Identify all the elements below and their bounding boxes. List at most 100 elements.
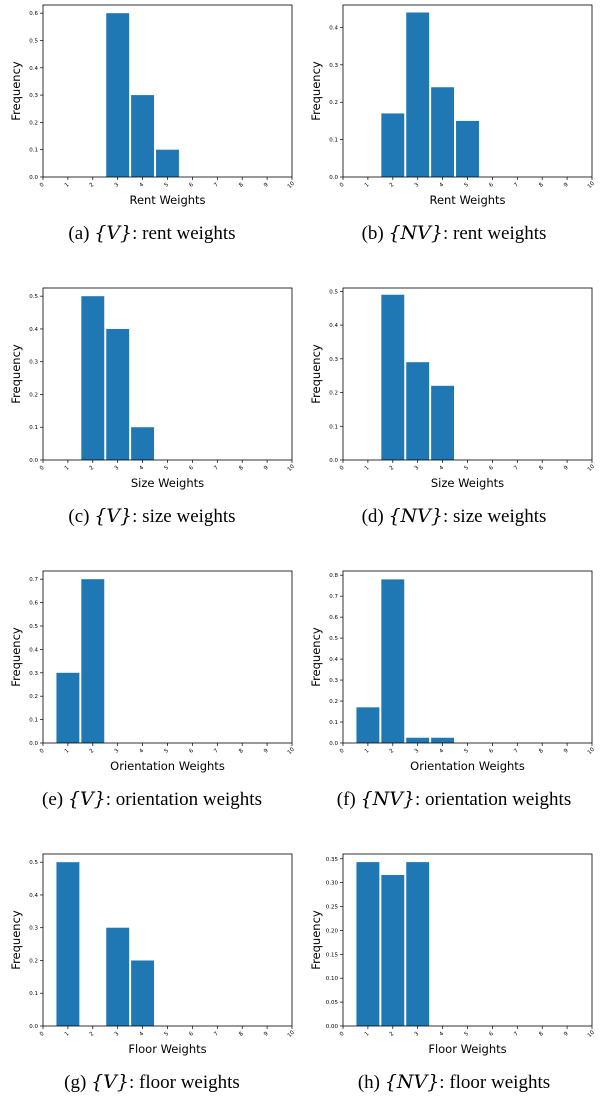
caption-b: (b) {NV}: rent weights [304, 222, 604, 245]
chart-f: 0.0 0.1 0.2 0.3 0.4 0.5 0.6 0.7 0.8 0 1 2 3 4 5 6 7 8 9 10 O… [309, 570, 596, 773]
y-axis-label: Frequency [9, 61, 23, 121]
caption-letter: (f) [336, 789, 356, 810]
panel-g: 0.0 0.1 0.2 0.3 0.4 0.5 0 1 2 3 4 5 6 7 8 9 10 Floor Weig… [0, 849, 305, 1099]
x-axis-label: Floor Weights [428, 1042, 506, 1056]
y-tick-label: 0.3 [29, 93, 38, 99]
panel-b: 0.0 0.1 0.2 0.3 0.4 0 1 2 3 4 5 6 7 8 9 10 Rent Weights F… [300, 0, 611, 250]
x-tick-label: 10 [287, 180, 297, 190]
x-tick-label: 6 [188, 748, 195, 755]
x-tick-label: 8 [238, 1031, 245, 1038]
caption-letter: (h) [357, 1072, 381, 1093]
x-tick-label: 4 [139, 465, 146, 472]
y-tick-label: 0.2 [29, 694, 38, 700]
y-tick-label: 0.1 [329, 138, 338, 144]
x-tick-label: 4 [139, 182, 146, 189]
x-tick-label: 9 [563, 1031, 570, 1038]
x-tick-label: 6 [488, 748, 495, 755]
bar [406, 12, 430, 178]
x-tick-label: 5 [163, 748, 170, 755]
x-tick-label: 1 [64, 182, 71, 189]
x-tick-label: 4 [139, 1031, 146, 1038]
plot-frame [342, 287, 593, 461]
y-tick-label: 0.5 [329, 636, 338, 642]
x-tick-label: 3 [414, 182, 421, 189]
x-tick-label: 0 [339, 182, 346, 189]
y-tick-label: 0.3 [29, 360, 38, 366]
caption-letter: (e) [42, 789, 64, 810]
y-tick-label: 0.2 [329, 100, 338, 106]
y-tick-label: 0.5 [29, 294, 38, 300]
x-axis-label: Size Weights [131, 476, 204, 490]
x-tick-label: 8 [538, 1031, 545, 1038]
x-tick-label: 0 [39, 182, 46, 189]
x-tick-label: 5 [163, 465, 170, 472]
caption-text: : floor weights [439, 1072, 551, 1093]
caption-letter: (c) [68, 506, 90, 527]
caption-text: : rent weights [132, 223, 236, 244]
x-tick-label: 8 [538, 748, 545, 755]
panel-h: 0.00 0.05 0.10 0.15 0.20 0.25 0.30 0.35 0 1 2 3 4 5 6 7… [300, 849, 611, 1099]
y-tick-label: 0.5 [29, 860, 38, 866]
y-tick-label: 0.5 [29, 38, 38, 44]
chart-e: 0.0 0.1 0.2 0.3 0.4 0.5 0.6 0.7 0 1 2 3 4 5 6 7 8 9 10 Orie… [9, 570, 296, 773]
x-tick-label: 8 [238, 748, 245, 755]
caption-set: {V} [94, 222, 133, 244]
y-tick-label: 0.1 [29, 148, 38, 154]
y-tick-label: 0.7 [29, 577, 38, 583]
y-tick-label: 0.30 [326, 881, 339, 887]
bar [456, 120, 479, 177]
x-tick-label: 9 [563, 182, 570, 189]
x-tick-label: 10 [587, 1029, 597, 1039]
x-tick-label: 5 [463, 1031, 470, 1038]
x-tick-label: 1 [64, 1031, 71, 1038]
y-tick-label: 0.6 [29, 11, 38, 17]
y-tick-label: 0.1 [29, 718, 38, 724]
x-tick-label: 4 [139, 748, 146, 755]
caption-text: : size weights [132, 506, 236, 527]
y-axis-label: Frequency [9, 627, 23, 687]
y-tick-label: 0.1 [329, 424, 338, 430]
y-tick-label: 0.2 [29, 958, 38, 964]
y-tick-label: 0.3 [29, 671, 38, 677]
bar [356, 707, 380, 743]
x-tick-label: 6 [188, 465, 195, 472]
plot-frame [342, 570, 593, 744]
x-axis-label: Orientation Weights [410, 759, 525, 773]
caption-text: : rent weights [443, 223, 547, 244]
chart-a: 0.0 0.1 0.2 0.3 0.4 0.5 0.6 0 1 2 3 4 5 6 7 8 9 10 Rent We… [9, 4, 297, 207]
x-tick-label: 2 [89, 465, 96, 472]
x-tick-label: 8 [238, 182, 245, 189]
y-tick-label: 0.4 [329, 657, 338, 663]
x-tick-label: 6 [188, 1031, 195, 1038]
x-tick-label: 1 [64, 465, 71, 472]
bar [406, 362, 430, 460]
y-axis-label: Frequency [309, 61, 323, 121]
x-tick-label: 8 [538, 182, 545, 189]
x-tick-label: 3 [114, 465, 121, 472]
x-tick-label: 2 [389, 465, 396, 472]
caption-set: {V} [91, 1071, 129, 1093]
x-tick-label: 0 [339, 748, 346, 755]
bar [106, 328, 130, 460]
caption-f: (f) {NV}: orientation weights [304, 788, 604, 811]
y-tick-label: 0.00 [326, 1024, 339, 1030]
panel-d: 0.0 0.1 0.2 0.3 0.4 0.5 0 1 2 3 4 5 6 7 8 9 10 Size Weigh… [300, 283, 611, 533]
bar [56, 862, 80, 1026]
bar [381, 113, 405, 177]
x-tick-label: 3 [114, 1031, 121, 1038]
chart-d: 0.0 0.1 0.2 0.3 0.4 0.5 0 1 2 3 4 5 6 7 8 9 10 Size Weigh… [309, 287, 596, 490]
x-tick-label: 9 [263, 182, 270, 189]
x-tick-label: 6 [488, 182, 495, 189]
y-axis-label: Frequency [309, 627, 323, 687]
caption-set: {NV} [388, 222, 443, 244]
bar [406, 737, 430, 743]
chart-b: 0.0 0.1 0.2 0.3 0.4 0 1 2 3 4 5 6 7 8 9 10 Rent Weights F… [309, 4, 596, 207]
y-axis-label: Frequency [309, 344, 323, 404]
y-tick-label: 0.3 [329, 678, 338, 684]
bar [381, 875, 405, 1026]
y-tick-label: 0.0 [29, 741, 38, 747]
y-tick-label: 0.7 [329, 594, 338, 600]
y-tick-label: 0.2 [29, 120, 38, 126]
bar [56, 672, 80, 743]
caption-text: : orientation weights [105, 789, 262, 810]
